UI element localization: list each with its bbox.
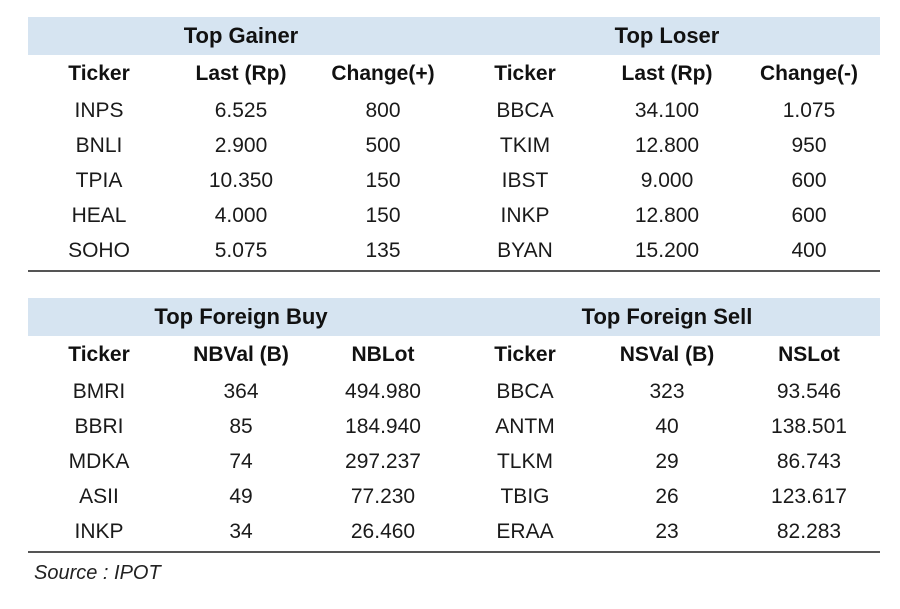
table-cell: 12.800 xyxy=(634,203,700,227)
table-cell: 135 xyxy=(365,238,401,262)
table-cell: ANTM xyxy=(495,414,555,438)
top-table-header-row: Ticker Last (Rp) Change(+) Ticker Last (… xyxy=(28,55,880,93)
top-foreign-buy-sell-table: Top Foreign Buy Top Foreign Sell Ticker … xyxy=(28,298,880,553)
bottom-table-title-band: Top Foreign Buy Top Foreign Sell xyxy=(28,298,880,336)
table-cell: 297.237 xyxy=(345,449,421,473)
table-cell: 123.617 xyxy=(771,484,847,508)
table-cell: 1.075 xyxy=(782,98,836,122)
table-cell: TKIM xyxy=(499,133,551,157)
table-cell: 49 xyxy=(229,484,253,508)
header-ticker: Ticker xyxy=(68,62,130,85)
source-note: Source : IPOT xyxy=(34,562,161,584)
table-row: MDKA 74 297.237 TLKM 29 86.743 xyxy=(28,444,880,479)
table-row: HEAL 4.000 150 INKP 12.800 600 xyxy=(28,198,880,233)
table-cell: MDKA xyxy=(68,449,130,473)
top-gainer-title: Top Gainer xyxy=(183,23,299,48)
table-cell: HEAL xyxy=(71,203,127,227)
header-ticker: Ticker xyxy=(494,62,556,85)
header-last: Last (Rp) xyxy=(621,62,713,85)
header-change-plus: Change(+) xyxy=(331,62,435,85)
table-cell: 950 xyxy=(791,133,827,157)
table-cell: TBIG xyxy=(500,484,550,508)
table-cell: IBST xyxy=(501,168,549,192)
table-cell: BMRI xyxy=(72,379,126,403)
table-cell: 40 xyxy=(655,414,679,438)
table-cell: 500 xyxy=(365,133,401,157)
table-cell: 26 xyxy=(655,484,679,508)
table-cell: 77.230 xyxy=(350,484,416,508)
table-cell: 5.075 xyxy=(214,238,268,262)
top-table-title-band: Top Gainer Top Loser xyxy=(28,17,880,55)
table-cell: 29 xyxy=(655,449,679,473)
table-cell: 2.900 xyxy=(214,133,268,157)
top-loser-title: Top Loser xyxy=(614,23,720,48)
table-cell: BBCA xyxy=(496,379,554,403)
table-cell: 494.980 xyxy=(345,379,421,403)
table-row: BBRI 85 184.940 ANTM 40 138.501 xyxy=(28,409,880,444)
top-gainer-loser-table: Top Gainer Top Loser Ticker Last (Rp) Ch… xyxy=(28,17,880,272)
header-ticker: Ticker xyxy=(68,343,130,366)
table-cell: 800 xyxy=(365,98,401,122)
table-cell: 400 xyxy=(791,238,827,262)
bottom-table-header-row: Ticker NBVal (B) NBLot Ticker NSVal (B) … xyxy=(28,336,880,374)
header-change-minus: Change(-) xyxy=(760,62,858,85)
table-cell: 12.800 xyxy=(634,133,700,157)
table-cell: ASII xyxy=(79,484,119,508)
table-cell: 600 xyxy=(791,203,827,227)
table-cell: BBCA xyxy=(496,98,554,122)
table-row: BNLI 2.900 500 TKIM 12.800 950 xyxy=(28,128,880,163)
header-nbval: NBVal (B) xyxy=(193,343,289,366)
table-cell: 323 xyxy=(649,379,685,403)
header-last: Last (Rp) xyxy=(195,62,287,85)
header-ticker: Ticker xyxy=(494,343,556,366)
table-cell: 34 xyxy=(229,519,253,543)
table-row: SOHO 5.075 135 BYAN 15.200 400 xyxy=(28,233,880,268)
table-cell: 74 xyxy=(229,449,253,473)
table-cell: BNLI xyxy=(75,133,123,157)
table-cell: 150 xyxy=(365,168,401,192)
table-cell: 184.940 xyxy=(345,414,421,438)
table-row: BMRI 364 494.980 BBCA 323 93.546 xyxy=(28,374,880,409)
table-bottom-rule xyxy=(28,270,880,272)
table-cell: 150 xyxy=(365,203,401,227)
table-row: TPIA 10.350 150 IBST 9.000 600 xyxy=(28,163,880,198)
table-cell: 15.200 xyxy=(634,238,700,262)
table-row: ASII 49 77.230 TBIG 26 123.617 xyxy=(28,479,880,514)
table-bottom-rule xyxy=(28,551,880,553)
table-cell: TLKM xyxy=(496,449,553,473)
table-cell: 10.350 xyxy=(208,168,274,192)
table-cell: TPIA xyxy=(75,168,123,192)
table-cell: 26.460 xyxy=(350,519,416,543)
table-cell: ERAA xyxy=(496,519,554,543)
table-row: INPS 6.525 800 BBCA 34.100 1.075 xyxy=(28,93,880,128)
table-cell: 86.743 xyxy=(776,449,842,473)
top-foreign-sell-title: Top Foreign Sell xyxy=(581,304,753,329)
table-cell: SOHO xyxy=(68,238,130,262)
table-cell: 34.100 xyxy=(634,98,700,122)
table-cell: 93.546 xyxy=(776,379,842,403)
table-cell: INKP xyxy=(74,519,124,543)
header-nsval: NSVal (B) xyxy=(619,343,715,366)
header-nblot: NBLot xyxy=(351,343,415,366)
table-cell: 4.000 xyxy=(214,203,268,227)
table-cell: 23 xyxy=(655,519,679,543)
header-nslot: NSLot xyxy=(778,343,840,366)
table-cell: 82.283 xyxy=(776,519,842,543)
table-cell: 9.000 xyxy=(640,168,694,192)
table-cell: BYAN xyxy=(497,238,553,262)
table-cell: INKP xyxy=(500,203,550,227)
table-cell: 85 xyxy=(229,414,253,438)
table-cell: INPS xyxy=(74,98,124,122)
top-foreign-buy-title: Top Foreign Buy xyxy=(154,304,328,329)
table-cell: 364 xyxy=(223,379,259,403)
table-row: INKP 34 26.460 ERAA 23 82.283 xyxy=(28,514,880,549)
table-cell: 6.525 xyxy=(214,98,268,122)
table-cell: 138.501 xyxy=(771,414,847,438)
table-cell: BBRI xyxy=(74,414,124,438)
table-cell: 600 xyxy=(791,168,827,192)
